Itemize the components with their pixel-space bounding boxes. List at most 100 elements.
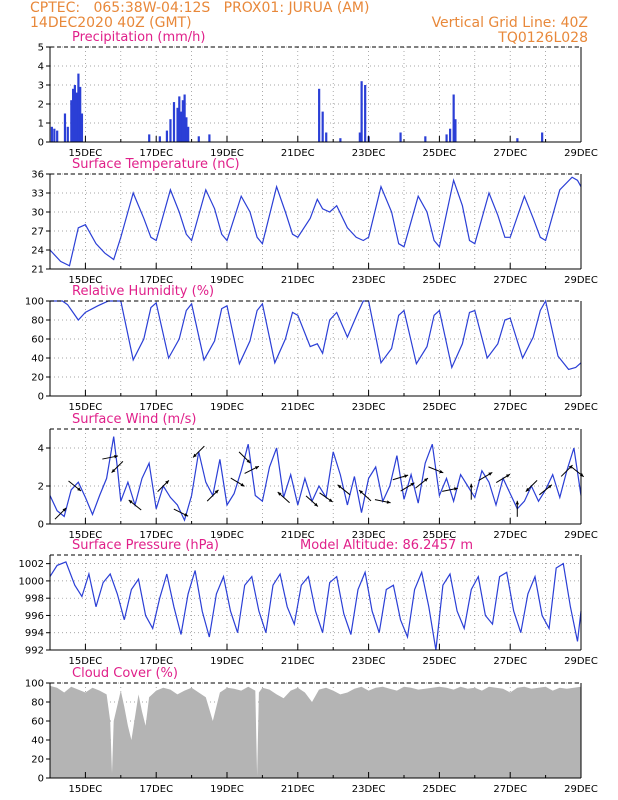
y-tick-label: 0 (38, 138, 44, 149)
precip-bar (77, 73, 80, 142)
y-tick-label: 994 (25, 628, 44, 639)
precip-bar (178, 96, 181, 142)
y-tick-label: 1000 (19, 576, 44, 587)
precip-bar (449, 128, 452, 142)
y-tick-label: 998 (25, 594, 44, 605)
x-tick-label: 25DEC (423, 784, 457, 795)
surface-pressure-line (49, 561, 582, 651)
wind-arrow (128, 499, 142, 511)
x-tick-label: 19DEC (210, 402, 244, 413)
x-tick-label: 21DEC (281, 275, 315, 286)
precip-bar (208, 134, 211, 142)
x-tick-label: 27DEC (493, 275, 527, 286)
x-tick-label: 17DEC (139, 656, 173, 667)
surface-wind-panel: 0 2 4 15DEC 17DEC 19DEC 21DEC 23DEC 25DEC 27DEC 29… (38, 412, 598, 541)
y-tick-label: 27 (31, 227, 44, 238)
x-tick-label: 29DEC (564, 402, 598, 413)
precip-bar (158, 136, 161, 142)
wind-arrow (157, 479, 170, 493)
y-tick-label: 80 (31, 316, 44, 327)
y-tick-label: 992 (25, 646, 44, 657)
wind-arrow (305, 495, 319, 507)
y-tick-label: 30 (31, 208, 44, 219)
precip-bar (445, 134, 448, 142)
y-tick-label: 40 (31, 736, 44, 747)
precip-bar (183, 94, 186, 142)
x-tick-label: 29DEC (564, 656, 598, 667)
wind-arrow (515, 500, 520, 517)
wind-arrow (428, 466, 444, 474)
panel-title: Surface Wind (m/s) (72, 412, 196, 427)
x-tick-label: 29DEC (564, 148, 598, 159)
wind-arrow (206, 489, 219, 502)
cloud-cover-panel: 0 20 40 60 80 100 15DEC 17DEC 19DEC 21DEC 23DEC 25D… (25, 666, 598, 795)
wind-arrow (400, 482, 415, 492)
surface-temperature-line (49, 176, 582, 267)
x-tick-label: 21DEC (281, 530, 315, 541)
wind-arrow (102, 454, 119, 460)
y-tick-label: 100 (25, 679, 44, 690)
y-tick-label: 0 (38, 392, 44, 403)
x-tick-label: 17DEC (139, 402, 173, 413)
wind-arrow (392, 474, 409, 481)
x-tick-label: 25DEC (423, 530, 457, 541)
x-tick-label: 21DEC (281, 148, 315, 159)
x-tick-label: 19DEC (210, 784, 244, 795)
wind-arrow (230, 477, 245, 487)
x-tick-label: 19DEC (210, 530, 244, 541)
surface-pressure-panel: 992 994 996 998 1000 1002 15DEC 17DEC 19DEC 21DEC… (19, 538, 598, 667)
x-tick-label: 27DEC (493, 656, 527, 667)
y-tick-label: 996 (25, 611, 44, 622)
y-tick-label: 0 (38, 520, 44, 531)
precip-bar (72, 88, 75, 142)
precipitation-panel: 0 1 2 3 4 5 15DEC 17DEC 19DEC 21DEC 23DEC 25DEC 27DE… (38, 30, 598, 159)
y-tick-label: 2 (38, 482, 44, 493)
wind-arrow (54, 507, 67, 520)
wind-arrow (173, 508, 189, 517)
wind-arrow (496, 473, 511, 483)
wind-arrow (525, 479, 538, 493)
wind-arrow (111, 460, 124, 474)
model-altitude-label: Model Altitude: 86.2457 m (300, 538, 473, 553)
surface-temperature-panel: 21 24 27 30 33 36 15DEC 17DEC 19DEC 21DEC 23DEC 25D… (31, 157, 598, 286)
x-tick-label: 17DEC (139, 148, 173, 159)
wind-arrow (478, 471, 493, 482)
x-tick-label: 15DEC (69, 784, 103, 795)
precip-bar (325, 132, 328, 142)
header-location: CPTEC: 065:38W-04:12S PROX01: JURUA (AM) (30, 0, 370, 16)
precip-bar (321, 111, 324, 142)
x-tick-label: 15DEC (69, 530, 103, 541)
panel-title: Relative Humidity (%) (72, 284, 214, 299)
panel-title: Cloud Cover (%) (72, 666, 178, 681)
precip-bar (516, 138, 519, 142)
x-tick-label: 23DEC (352, 784, 386, 795)
precip-bar (318, 88, 321, 142)
precip-bar (187, 126, 190, 142)
precip-bar (179, 111, 183, 142)
precip-bar (165, 130, 169, 142)
x-tick-label: 29DEC (564, 275, 598, 286)
relative-humidity-line (50, 299, 582, 371)
x-tick-label: 19DEC (210, 275, 244, 286)
y-tick-label: 4 (38, 444, 44, 455)
precip-bar (181, 100, 184, 142)
precip-bar (79, 86, 82, 142)
x-tick-label: 25DEC (423, 275, 457, 286)
x-tick-label: 15DEC (69, 402, 103, 413)
precip-bar (66, 126, 69, 142)
precip-bar (73, 85, 76, 142)
precip-bar (399, 132, 402, 142)
precip-bar (185, 117, 188, 142)
x-tick-label: 23DEC (352, 402, 386, 413)
wind-arrow (319, 492, 333, 503)
x-tick-label: 17DEC (139, 275, 173, 286)
x-tick-label: 15DEC (69, 656, 103, 667)
y-tick-label: 0 (38, 774, 44, 785)
cloud-cover-area (50, 685, 581, 778)
header-init-time: 14DEC2020 40Z (GMT) (30, 15, 192, 31)
wind-arrow (469, 483, 473, 500)
precip-bar (424, 136, 427, 142)
x-tick-label: 23DEC (352, 275, 386, 286)
x-tick-label: 21DEC (281, 402, 315, 413)
precip-bar (358, 132, 361, 142)
